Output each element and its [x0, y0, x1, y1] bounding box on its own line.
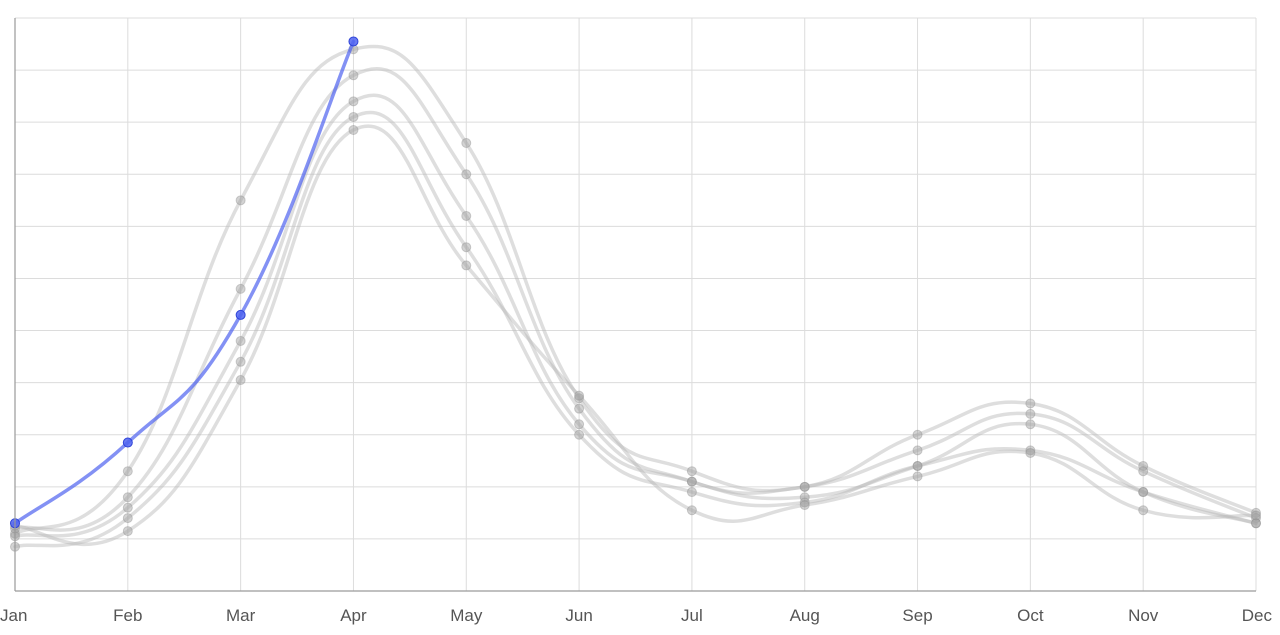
muted-data-point[interactable] [574, 390, 585, 401]
highlight-data-point[interactable] [235, 309, 246, 320]
muted-data-point[interactable] [1138, 505, 1149, 516]
x-tick-label: May [450, 606, 483, 625]
muted-data-point[interactable] [1025, 445, 1036, 456]
muted-data-point[interactable] [1138, 487, 1149, 498]
muted-series-line [13, 124, 1258, 547]
muted-data-point[interactable] [686, 466, 697, 477]
muted-series-line [13, 93, 1258, 539]
muted-data-point[interactable] [912, 460, 923, 471]
x-tick-label: Nov [1128, 606, 1159, 625]
highlight-series-line [13, 39, 356, 526]
muted-data-point[interactable] [122, 492, 133, 503]
highlight-data-point[interactable] [348, 36, 359, 47]
x-tick-label: Mar [226, 606, 256, 625]
muted-data-point[interactable] [799, 481, 810, 492]
muted-data-point[interactable] [686, 476, 697, 487]
x-tick-label: Jan [0, 606, 27, 625]
muted-data-point[interactable] [912, 471, 923, 482]
muted-data-point[interactable] [122, 513, 133, 524]
x-axis: Jan Feb Mar Apr May Jun Jul Aug Sep Oct Nov Dec [0, 18, 1272, 625]
muted-series-line [13, 44, 1258, 536]
muted-data-point[interactable] [1251, 518, 1261, 529]
x-tick-label: Jul [681, 606, 703, 625]
muted-data-point[interactable] [912, 429, 923, 440]
muted-data-point[interactable] [1138, 460, 1149, 471]
muted-data-point[interactable] [799, 500, 810, 511]
muted-data-point[interactable] [1025, 419, 1036, 430]
x-tick-label: Oct [1017, 606, 1044, 625]
muted-data-point[interactable] [1251, 510, 1261, 521]
muted-data-point[interactable] [348, 70, 359, 81]
muted-data-point[interactable] [1138, 487, 1149, 498]
muted-data-point[interactable] [122, 466, 133, 477]
muted-data-point[interactable] [461, 138, 472, 149]
muted-data-point[interactable] [799, 492, 810, 503]
muted-data-point[interactable] [912, 445, 923, 456]
muted-data-point[interactable] [1138, 466, 1149, 477]
muted-data-point[interactable] [122, 502, 133, 513]
muted-data-point[interactable] [235, 283, 246, 294]
x-tick-label: Dec [1242, 606, 1273, 625]
muted-data-point[interactable] [1025, 398, 1036, 409]
muted-series-line [13, 110, 1258, 549]
x-tick-label: Jun [565, 606, 592, 625]
muted-data-point[interactable] [235, 195, 246, 206]
muted-data-point[interactable] [235, 375, 246, 386]
muted-series-group [10, 44, 1261, 552]
muted-data-point[interactable] [348, 124, 359, 135]
muted-data-point[interactable] [912, 460, 923, 471]
highlight-series-group [10, 36, 359, 529]
muted-data-point[interactable] [1251, 507, 1261, 518]
x-tick-label: Aug [790, 606, 820, 625]
muted-data-point[interactable] [574, 403, 585, 414]
muted-data-point[interactable] [461, 210, 472, 221]
muted-data-point[interactable] [348, 96, 359, 107]
muted-data-point[interactable] [348, 111, 359, 122]
muted-data-point[interactable] [686, 505, 697, 516]
muted-data-point[interactable] [686, 476, 697, 487]
muted-data-point[interactable] [461, 242, 472, 253]
muted-data-point[interactable] [1025, 408, 1036, 419]
muted-data-point[interactable] [122, 526, 133, 537]
x-tick-label: Feb [113, 606, 142, 625]
muted-data-point[interactable] [574, 393, 585, 404]
muted-data-point[interactable] [686, 487, 697, 498]
muted-data-point[interactable] [799, 481, 810, 492]
muted-data-point[interactable] [1025, 447, 1036, 458]
muted-data-point[interactable] [1251, 513, 1261, 524]
muted-data-point[interactable] [461, 169, 472, 180]
muted-data-point[interactable] [799, 497, 810, 508]
muted-data-point[interactable] [235, 356, 246, 367]
muted-data-point[interactable] [574, 429, 585, 440]
muted-data-point[interactable] [461, 260, 472, 271]
x-tick-label: Apr [340, 606, 367, 625]
x-tick-label: Sep [902, 606, 932, 625]
muted-series-line [13, 67, 1258, 532]
muted-data-point[interactable] [1251, 518, 1261, 529]
highlight-data-point[interactable] [122, 437, 133, 448]
grid [14, 17, 1257, 591]
muted-data-point[interactable] [574, 419, 585, 430]
muted-data-point[interactable] [235, 335, 246, 346]
